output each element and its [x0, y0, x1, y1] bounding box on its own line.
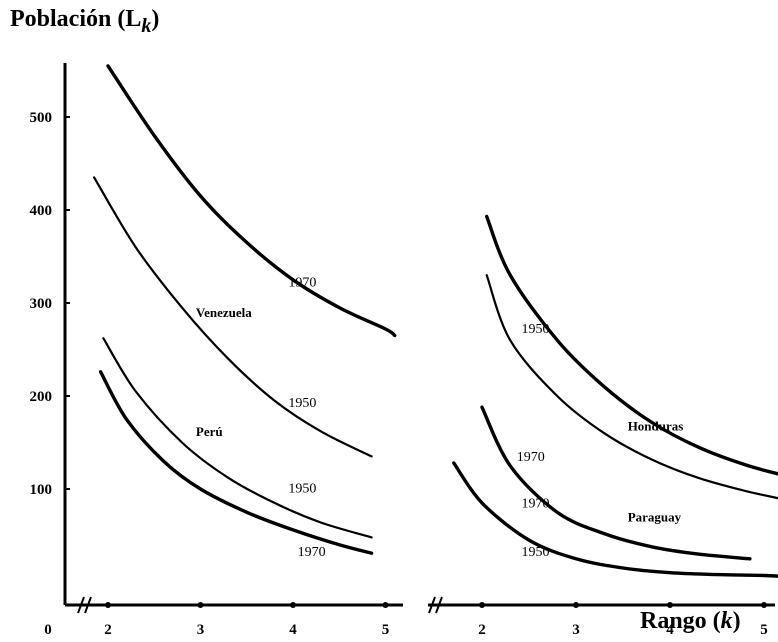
- origin-label: 0: [44, 622, 52, 638]
- series-line-per-1950: [102, 337, 373, 539]
- x-tick-label-panel-2-3: 3: [572, 622, 580, 638]
- axis-break-mark-2a: [428, 596, 436, 614]
- annotation-country-1-1: Venezuela: [196, 305, 252, 320]
- series-line-honduras-1950: [485, 214, 778, 476]
- x-axis-title-text: Rango (: [640, 608, 721, 634]
- y-axis-title-close: ): [151, 6, 160, 32]
- x-tick-label-panel-1-2: 2: [104, 622, 112, 638]
- series-line-per-1970: [98, 370, 374, 555]
- x-tick-panel-1-2: [105, 602, 111, 608]
- x-tick-panel-2-2: [479, 602, 485, 608]
- x-axis-title-var: k: [720, 608, 733, 634]
- x-tick-panel-2-4: [667, 602, 673, 608]
- axis-break-mark-1a: [77, 596, 85, 614]
- annotation-year-1-5: 1970: [298, 545, 326, 560]
- annotation-year-1-2: 1950: [288, 396, 316, 411]
- y-tick-label-500: 500: [30, 110, 53, 126]
- y-tick-label-100: 100: [30, 482, 53, 498]
- series-line-paraguay-1970: [480, 405, 752, 561]
- y-tick-label-300: 300: [30, 296, 53, 312]
- annotation-country-2-1: Honduras: [628, 418, 684, 433]
- series-line-paraguay-1950: [452, 461, 778, 578]
- x-axis-title-close: ): [732, 608, 741, 634]
- annotation-year-2-2: 1970: [517, 450, 545, 465]
- series-line-venezuela-1970: [106, 64, 397, 338]
- annotation-year-2-5: 1950: [521, 545, 549, 560]
- y-axis-title-subscript: k: [141, 15, 152, 37]
- x-tick-panel-1-5: [382, 602, 389, 608]
- axis-break-mark-2b: [435, 596, 443, 614]
- x-tick-label-panel-2-4: 4: [666, 622, 674, 638]
- x-tick-label-panel-2-5: 5: [760, 622, 768, 638]
- x-tick-label-panel-1-4: 4: [289, 622, 297, 638]
- y-tick-label-400: 400: [30, 203, 53, 219]
- x-tick-label-panel-2-2: 2: [478, 622, 486, 638]
- annotation-year-1-4: 1950: [288, 482, 316, 497]
- x-tick-label-panel-1-5: 5: [382, 622, 390, 638]
- annotation-country-2-4: Paraguay: [628, 510, 682, 525]
- series-line-honduras-1970: [485, 274, 778, 500]
- annotation-country-1-3: Perú: [196, 424, 223, 439]
- annotation-year-2-0: 1950: [521, 322, 549, 337]
- axis-break-mark-1b: [84, 596, 92, 614]
- x-tick-panel-2-5: [761, 602, 767, 608]
- x-tick-label-panel-1-3: 3: [197, 622, 205, 638]
- annotation-year-2-3: 1970: [521, 497, 549, 512]
- y-axis-title: Población (Lk): [10, 6, 160, 37]
- x-axis-title: Rango (k): [640, 608, 741, 635]
- annotation-year-1-0: 1970: [288, 275, 316, 290]
- x-tick-panel-1-3: [197, 602, 204, 608]
- x-tick-panel-2-3: [573, 602, 579, 608]
- x-tick-panel-1-4: [290, 602, 296, 608]
- y-tick-label-200: 200: [30, 389, 53, 405]
- series-line-venezuela-1950: [93, 176, 373, 458]
- y-axis-title-text: Población (L: [10, 6, 142, 32]
